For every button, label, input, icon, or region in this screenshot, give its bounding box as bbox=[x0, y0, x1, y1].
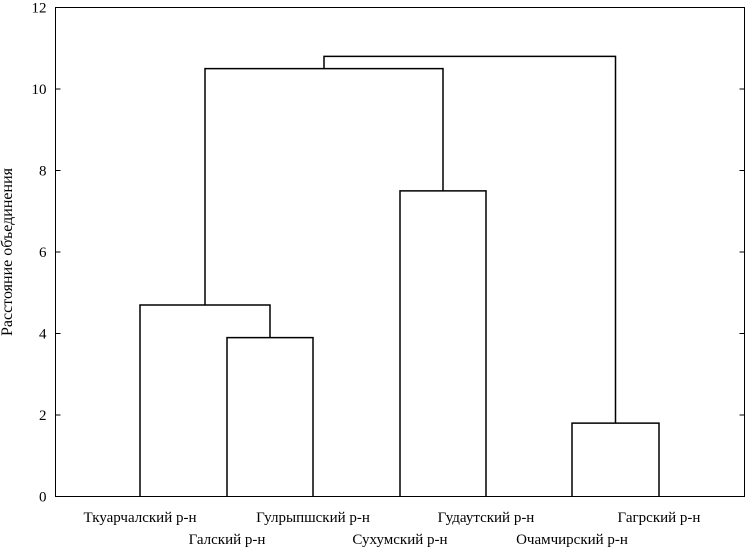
dendrogram-link bbox=[323, 55, 617, 424]
dendrogram-link bbox=[571, 422, 660, 497]
dendrogram-links bbox=[139, 55, 660, 497]
y-tick-label: 4 bbox=[39, 327, 47, 343]
y-tick-label: 2 bbox=[39, 408, 47, 424]
leaf-label: Гудаутский р-н bbox=[438, 510, 535, 526]
leaf-label: Очамчирский р-н bbox=[516, 532, 628, 548]
y-tick-label: 8 bbox=[39, 164, 47, 180]
dendrogram-link bbox=[204, 67, 444, 305]
dendrogram-link bbox=[399, 190, 487, 497]
y-axis-label: Расстояние объединения bbox=[0, 167, 16, 336]
y-tick-label: 12 bbox=[32, 1, 47, 17]
y-tick-label: 0 bbox=[39, 490, 47, 506]
y-tick-label: 10 bbox=[32, 82, 47, 98]
dendrogram-link bbox=[226, 336, 314, 497]
leaf-labels: Ткуарчалский р-н Галский р-н Гулрыпшский р… bbox=[83, 510, 700, 548]
y-axis-ticks: 0 2 4 6 8 10 12 bbox=[32, 1, 745, 506]
leaf-label: Ткуарчалский р-н bbox=[83, 510, 196, 526]
dendrogram-link bbox=[139, 304, 271, 497]
leaf-label: Сухумский р-н bbox=[352, 532, 447, 548]
y-tick-label: 6 bbox=[39, 245, 47, 261]
leaf-label: Галский р-н bbox=[189, 532, 266, 548]
leaf-label: Гагрский р-н bbox=[618, 510, 701, 526]
leaf-label: Гулрыпшский р-н bbox=[256, 510, 370, 526]
